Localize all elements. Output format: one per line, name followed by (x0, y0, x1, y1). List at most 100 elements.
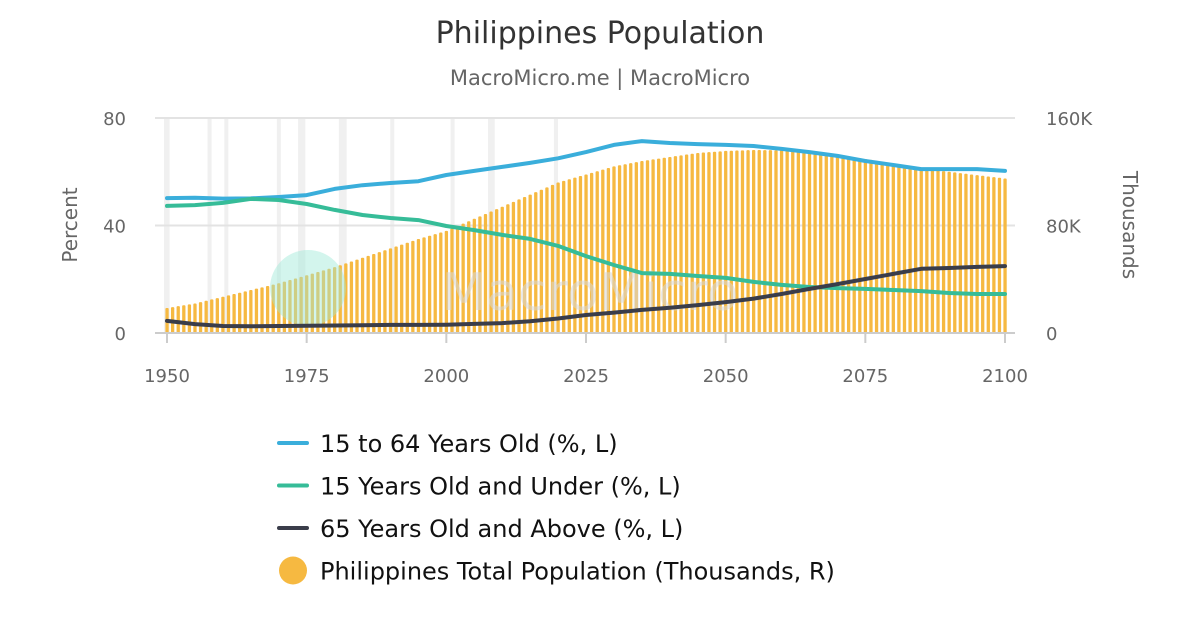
population-bar (701, 152, 706, 333)
population-bar (1003, 178, 1007, 333)
chart-subtitle: MacroMicro.me | MacroMicro (450, 66, 750, 91)
population-bar (958, 173, 963, 333)
population-bar (416, 238, 421, 333)
legend: 15 to 64 Years Old (%, L) 15 Years Old an… (277, 430, 835, 586)
population-bar (707, 152, 711, 333)
population-bar (718, 151, 722, 333)
population-bar (858, 158, 862, 333)
population-bar (992, 177, 996, 333)
legend-label: 15 to 64 Years Old (%, L) (320, 430, 618, 458)
population-bar (679, 155, 683, 333)
population-bar (483, 213, 488, 333)
population-bar (461, 223, 465, 333)
population-bar (394, 246, 398, 333)
population-bar (891, 163, 895, 333)
population-bar (388, 248, 393, 333)
population-bar (589, 172, 594, 333)
population-bar (349, 261, 354, 333)
population-bar (914, 167, 918, 333)
x-tick-label: 2000 (423, 366, 469, 387)
axes: 1950 1975 2000 2025 2050 2075 2100 0 40 80 0 80K 160… (103, 109, 1093, 387)
population-bar (254, 288, 259, 333)
population-bar (629, 163, 633, 333)
population-bar (556, 182, 560, 333)
population-bar (478, 216, 482, 333)
legend-dot-icon (279, 556, 307, 585)
population-bar (668, 156, 672, 333)
population-bar (400, 244, 404, 333)
population-bar (427, 235, 432, 333)
population-bar (662, 157, 666, 333)
population-bar (333, 267, 337, 333)
population-bar (182, 305, 186, 333)
population-bar (819, 153, 823, 333)
population-bar (517, 199, 521, 333)
population-bar (305, 275, 309, 333)
population-bar (908, 166, 912, 333)
population-bar (902, 165, 907, 333)
population-bar (768, 150, 773, 333)
population-bar (338, 265, 342, 333)
population-bar (617, 165, 622, 333)
population-bar (221, 296, 225, 333)
population-bar (813, 152, 817, 333)
population-bar (740, 150, 745, 333)
population-bar (684, 154, 689, 333)
population-bar (645, 160, 650, 333)
population-bar (455, 226, 460, 333)
population-bar (802, 151, 806, 333)
population-bar (712, 151, 717, 333)
population-bar (696, 152, 700, 333)
population-bar (863, 158, 868, 333)
x-tick-label: 2075 (842, 366, 888, 387)
left-tick-label: 0 (115, 324, 126, 345)
population-bar (176, 306, 180, 333)
series-lines (165, 139, 1007, 329)
population-bar (835, 154, 840, 333)
population-bar (293, 278, 298, 333)
population-bar (657, 158, 661, 333)
population-bar (450, 228, 454, 333)
series-line (165, 139, 1007, 201)
population-bar (941, 171, 946, 333)
population-bar (953, 172, 957, 333)
population-bar (634, 162, 638, 333)
chart-title: Philippines Population (436, 16, 765, 51)
population-bar (796, 151, 800, 333)
population-bar (791, 151, 795, 333)
population-bar (779, 150, 784, 333)
legend-label: Philippines Total Population (Thousands,… (320, 558, 835, 586)
population-bar (489, 211, 493, 333)
population-bar (735, 150, 739, 333)
population-bar (774, 150, 778, 333)
population-bar (299, 276, 303, 333)
x-tick-label: 2025 (563, 366, 609, 387)
population-bar (651, 159, 655, 333)
population-bar (897, 164, 901, 333)
population-bar (539, 189, 544, 333)
population-bar (198, 302, 203, 333)
population-bar (355, 259, 359, 333)
population-bar (874, 160, 879, 333)
population-bar (210, 299, 214, 333)
x-tick-label: 1975 (284, 366, 330, 387)
population-bar (238, 292, 242, 333)
population-bar (310, 273, 314, 333)
population-bar (886, 162, 890, 333)
population-bar (986, 176, 990, 333)
population-bar (377, 252, 381, 333)
population-bar (226, 295, 231, 333)
population-bar (495, 209, 499, 333)
population-bar (405, 242, 409, 333)
population-bar (763, 150, 767, 333)
population-bar (964, 173, 968, 333)
population-bar (936, 170, 940, 333)
population-bar (232, 294, 236, 333)
population-bar (411, 240, 415, 333)
population-bar (467, 221, 471, 333)
population-bar (606, 167, 611, 333)
population-bar (472, 218, 476, 333)
population-bar (919, 168, 923, 333)
left-tick-label: 40 (103, 217, 126, 238)
